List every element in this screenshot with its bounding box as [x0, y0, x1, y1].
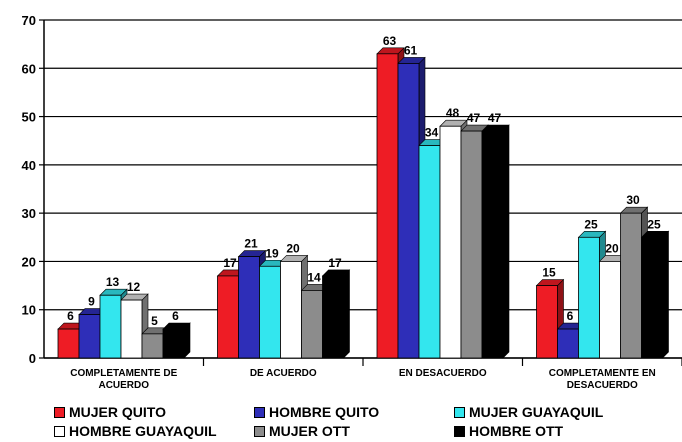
x-category-label: COMPLETAMENTE DE: [70, 368, 177, 379]
bar-hombre-quito: [397, 63, 420, 359]
data-label: 12: [127, 280, 141, 294]
data-label: 47: [467, 111, 481, 125]
bar-hombre-guayaquil: [120, 299, 143, 359]
legend-label: MUJER GUAYAQUIL: [469, 404, 604, 420]
bar-hombre-guayaquil: [599, 261, 621, 359]
data-label: 14: [307, 270, 321, 284]
x-category-label: COMPLETAMENTE EN: [549, 368, 656, 379]
bar-mujer-ott: [460, 130, 483, 359]
legend-item: MUJER QUITO: [54, 404, 166, 420]
data-label: 5: [151, 314, 158, 328]
data-label: 34: [425, 126, 439, 140]
bar-mujer-quito: [376, 53, 399, 359]
data-label: 20: [286, 241, 300, 255]
legend: MUJER QUITO HOMBRE QUITO MUJER GUAYAQUIL HO…: [54, 404, 682, 442]
bar-mujer-ott: [301, 289, 323, 359]
bar-hombre-quito: [557, 328, 579, 359]
bar-hombre-quito: [238, 256, 260, 359]
legend-label: MUJER OTT: [269, 423, 350, 439]
legend-label: HOMBRE GUAYAQUIL: [69, 423, 217, 439]
legend-item: HOMBRE QUITO: [254, 404, 379, 420]
legend-swatch: [454, 406, 465, 418]
y-tick-label: 30: [22, 206, 36, 221]
legend-label: HOMBRE OTT: [469, 423, 564, 439]
data-label: 6: [567, 309, 574, 323]
data-label: 19: [265, 246, 279, 260]
bar-mujer-guayaquil: [418, 145, 441, 359]
bar-mujer-ott: [620, 212, 642, 359]
x-category-label: DESACUERDO: [567, 380, 638, 391]
y-tick-label: 40: [22, 158, 36, 173]
bar-hombre-ott: [322, 275, 344, 359]
bar-mujer-ott: [141, 333, 164, 359]
data-label: 48: [446, 106, 460, 120]
data-label: 6: [67, 309, 74, 323]
data-label: 9: [88, 295, 95, 309]
x-category-label: ACUERDO: [98, 380, 149, 391]
bar-side: [662, 230, 669, 359]
bar-mujer-guayaquil: [578, 236, 600, 359]
legend-item: HOMBRE GUAYAQUIL: [54, 423, 217, 439]
data-label: 21: [244, 237, 258, 251]
legend-swatch: [54, 406, 65, 418]
legend-swatch: [254, 425, 265, 437]
bar-side: [502, 124, 510, 359]
y-tick-label: 60: [22, 61, 36, 76]
legend-item: HOMBRE OTT: [454, 423, 563, 439]
bar-mujer-guayaquil: [259, 265, 281, 359]
data-label: 30: [626, 193, 640, 207]
legend-label: MUJER QUITO: [69, 404, 166, 420]
bar-mujer-quito: [57, 328, 80, 359]
bar-mujer-guayaquil: [99, 294, 122, 359]
bar-hombre-guayaquil: [439, 125, 462, 359]
y-tick-label: 20: [22, 254, 36, 269]
data-label: 20: [605, 241, 619, 255]
data-label: 13: [106, 275, 120, 289]
data-label: 63: [383, 34, 397, 48]
legend-swatch: [54, 425, 65, 437]
bar-hombre-quito: [78, 314, 101, 359]
bar-mujer-quito: [536, 285, 558, 359]
y-tick-label: 0: [29, 351, 36, 366]
data-label: 17: [328, 256, 342, 270]
data-label: 17: [223, 256, 237, 270]
legend-swatch: [454, 425, 465, 437]
data-label: 25: [584, 217, 598, 231]
bar-hombre-ott: [481, 130, 504, 359]
bar-hombre-ott: [641, 236, 663, 359]
legend-label: HOMBRE QUITO: [269, 404, 380, 420]
legend-item: MUJER GUAYAQUIL: [454, 404, 603, 420]
x-category-label: EN DESACUERDO: [399, 368, 487, 379]
data-label: 47: [488, 111, 502, 125]
data-label: 15: [542, 266, 556, 280]
bar-mujer-quito: [217, 275, 239, 359]
data-label: 61: [404, 43, 418, 57]
x-category-label: DE ACUERDO: [250, 368, 317, 379]
bar-hombre-guayaquil: [280, 261, 302, 359]
data-label: 6: [172, 309, 179, 323]
legend-swatch: [254, 406, 265, 418]
y-tick-label: 70: [22, 13, 36, 28]
legend-item: MUJER OTT: [254, 423, 350, 439]
bar-hombre-ott: [162, 328, 185, 359]
y-tick-label: 50: [22, 110, 36, 125]
y-tick-label: 10: [22, 303, 36, 318]
bar-side: [343, 269, 350, 359]
data-label: 25: [647, 217, 661, 231]
